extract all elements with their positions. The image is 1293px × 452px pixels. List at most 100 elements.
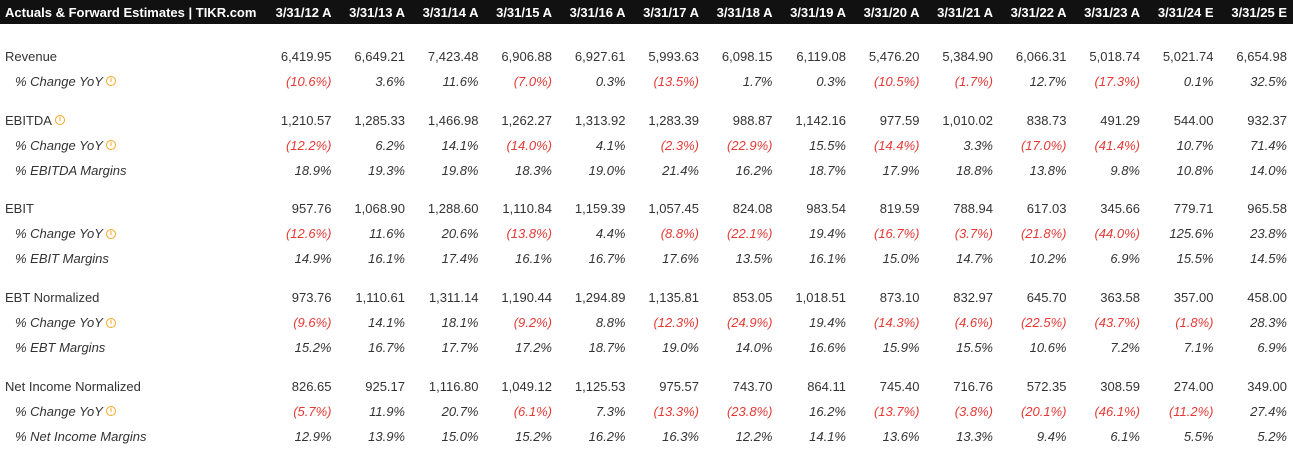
value-cell: (13.7%) <box>873 403 920 419</box>
value-cell: 274.00 <box>1173 378 1214 394</box>
row-label: % EBITDA Margins <box>0 158 264 183</box>
value-cell: 14.1% <box>368 314 405 330</box>
row-label-text: % Change YoY <box>15 226 103 242</box>
value-cell: 14.0% <box>1250 162 1287 178</box>
value-cell: 14.1% <box>809 428 846 444</box>
value-cell: 1,262.27 <box>501 112 552 128</box>
row-label: % Change YoY i <box>0 69 264 94</box>
value-cell: 1,294.89 <box>574 290 626 306</box>
value-cell: 645.70 <box>1026 290 1067 306</box>
value-cell: 824.08 <box>732 201 773 217</box>
value-cell: 743.70 <box>732 378 773 394</box>
value-cell: 788.94 <box>953 201 993 217</box>
row-label: Net Income Normalized <box>0 374 264 399</box>
period-header[interactable]: 3/31/14 A <box>411 0 485 24</box>
row-label-text: EBITDA <box>5 112 52 128</box>
spacer-cell <box>0 271 1293 285</box>
value-cell: 1,049.12 <box>501 378 552 394</box>
value-cell: 11.9% <box>369 403 405 419</box>
value-cell: 819.59 <box>879 201 920 217</box>
period-header[interactable]: 3/31/19 A <box>778 0 852 24</box>
row-label: EBT Normalized <box>0 285 264 310</box>
row-label-text: % EBIT Margins <box>15 251 109 267</box>
period-header[interactable]: 3/31/22 A <box>999 0 1073 24</box>
value-cell: 0.1% <box>1183 73 1214 89</box>
period-header[interactable]: 3/31/15 A <box>484 0 558 24</box>
value-cell: 1,142.16 <box>795 112 846 128</box>
period-header[interactable]: 3/31/24 E <box>1146 0 1220 24</box>
value-cell: 9.4% <box>1036 428 1067 444</box>
row-label-text: % Net Income Margins <box>15 428 147 444</box>
table-row: EBT Normalized 973.76 1,110.61 1,311.14 1,19… <box>0 285 1293 310</box>
period-header[interactable]: 3/31/25 E <box>1219 0 1293 24</box>
period-header[interactable]: 3/31/23 A <box>1072 0 1146 24</box>
info-icon[interactable]: i <box>105 406 116 417</box>
value-cell: (12.6%) <box>285 226 332 242</box>
value-cell: 13.6% <box>882 428 920 444</box>
value-cell: 7,423.48 <box>427 48 479 64</box>
value-cell: 18.3% <box>515 162 552 178</box>
table-row: % Change YoY i (9.6%) 14.1% 18.1% (9.2%) 8.8% (… <box>0 310 1293 335</box>
table-row: % Change YoY i (10.6%) 3.6% 11.6% (7.0%) 0.3% (… <box>0 69 1293 94</box>
value-cell: (3.7%) <box>954 226 993 242</box>
row-label-text: Net Income Normalized <box>5 378 141 394</box>
value-cell: 6.9% <box>1257 339 1287 355</box>
period-header[interactable]: 3/31/21 A <box>925 0 999 24</box>
value-cell: 11.6% <box>369 226 405 242</box>
value-cell: (22.9%) <box>726 137 773 153</box>
period-header[interactable]: 3/31/18 A <box>705 0 779 24</box>
row-label-text: % Change YoY <box>15 314 103 330</box>
value-cell: 19.4% <box>809 226 846 242</box>
info-icon[interactable]: i <box>105 317 116 328</box>
value-cell: 6,419.95 <box>280 48 332 64</box>
row-label-text: % Change YoY <box>15 403 103 419</box>
value-cell: 1,068.90 <box>354 201 405 217</box>
value-cell: 5,993.63 <box>648 48 699 64</box>
value-cell: 988.87 <box>732 112 773 128</box>
row-label-text: % EBT Margins <box>15 339 106 355</box>
value-cell: 12.7% <box>1029 73 1067 89</box>
value-cell: (24.9%) <box>726 314 773 330</box>
row-label: % Change YoY i <box>0 310 264 335</box>
value-cell: 14.0% <box>735 339 773 355</box>
info-icon[interactable]: i <box>105 76 116 87</box>
value-cell: 832.97 <box>953 290 993 306</box>
info-icon[interactable]: i <box>105 228 116 239</box>
row-label: % Net Income Margins <box>0 424 264 449</box>
period-header[interactable]: 3/31/12 A <box>264 0 338 24</box>
row-label: % EBIT Margins <box>0 246 264 271</box>
value-cell: (17.3%) <box>1094 73 1140 89</box>
row-label: % EBT Margins <box>0 335 264 360</box>
value-cell: 544.00 <box>1173 112 1214 128</box>
table-row: % EBT Margins 15.2% 16.7% 17.7% 17.2% 18.7% 19… <box>0 335 1293 360</box>
value-cell: 16.7% <box>368 339 405 355</box>
value-cell: 27.4% <box>1250 403 1287 419</box>
info-icon[interactable]: i <box>105 140 116 151</box>
value-cell: 6,098.15 <box>721 48 773 64</box>
value-cell: 1,190.44 <box>501 290 552 306</box>
value-cell: 1,110.84 <box>502 201 552 217</box>
period-header[interactable]: 3/31/16 A <box>558 0 632 24</box>
value-cell: (11.2%) <box>1168 403 1214 419</box>
value-cell: 125.6% <box>1169 226 1214 242</box>
info-icon[interactable]: i <box>54 115 65 126</box>
value-cell: 1,057.45 <box>648 201 699 217</box>
period-header[interactable]: 3/31/13 A <box>337 0 411 24</box>
value-cell: 10.8% <box>1176 162 1214 178</box>
value-cell: 5,384.90 <box>942 48 993 64</box>
value-cell: (43.7%) <box>1094 314 1140 330</box>
value-cell: 17.4% <box>441 251 479 267</box>
spacer-cell <box>0 24 1293 44</box>
value-cell: 1,210.57 <box>280 112 332 128</box>
value-cell: 15.5% <box>956 339 993 355</box>
value-cell: 16.2% <box>735 162 773 178</box>
period-header[interactable]: 3/31/17 A <box>631 0 705 24</box>
period-header[interactable]: 3/31/20 A <box>852 0 926 24</box>
value-cell: 16.6% <box>809 339 846 355</box>
value-cell: 19.3% <box>368 162 405 178</box>
value-cell: (4.6%) <box>954 314 993 330</box>
value-cell: 15.2% <box>515 428 552 444</box>
value-cell: (3.8%) <box>954 403 993 419</box>
value-cell: 15.2% <box>294 339 332 355</box>
value-cell: 4.4% <box>595 226 626 242</box>
